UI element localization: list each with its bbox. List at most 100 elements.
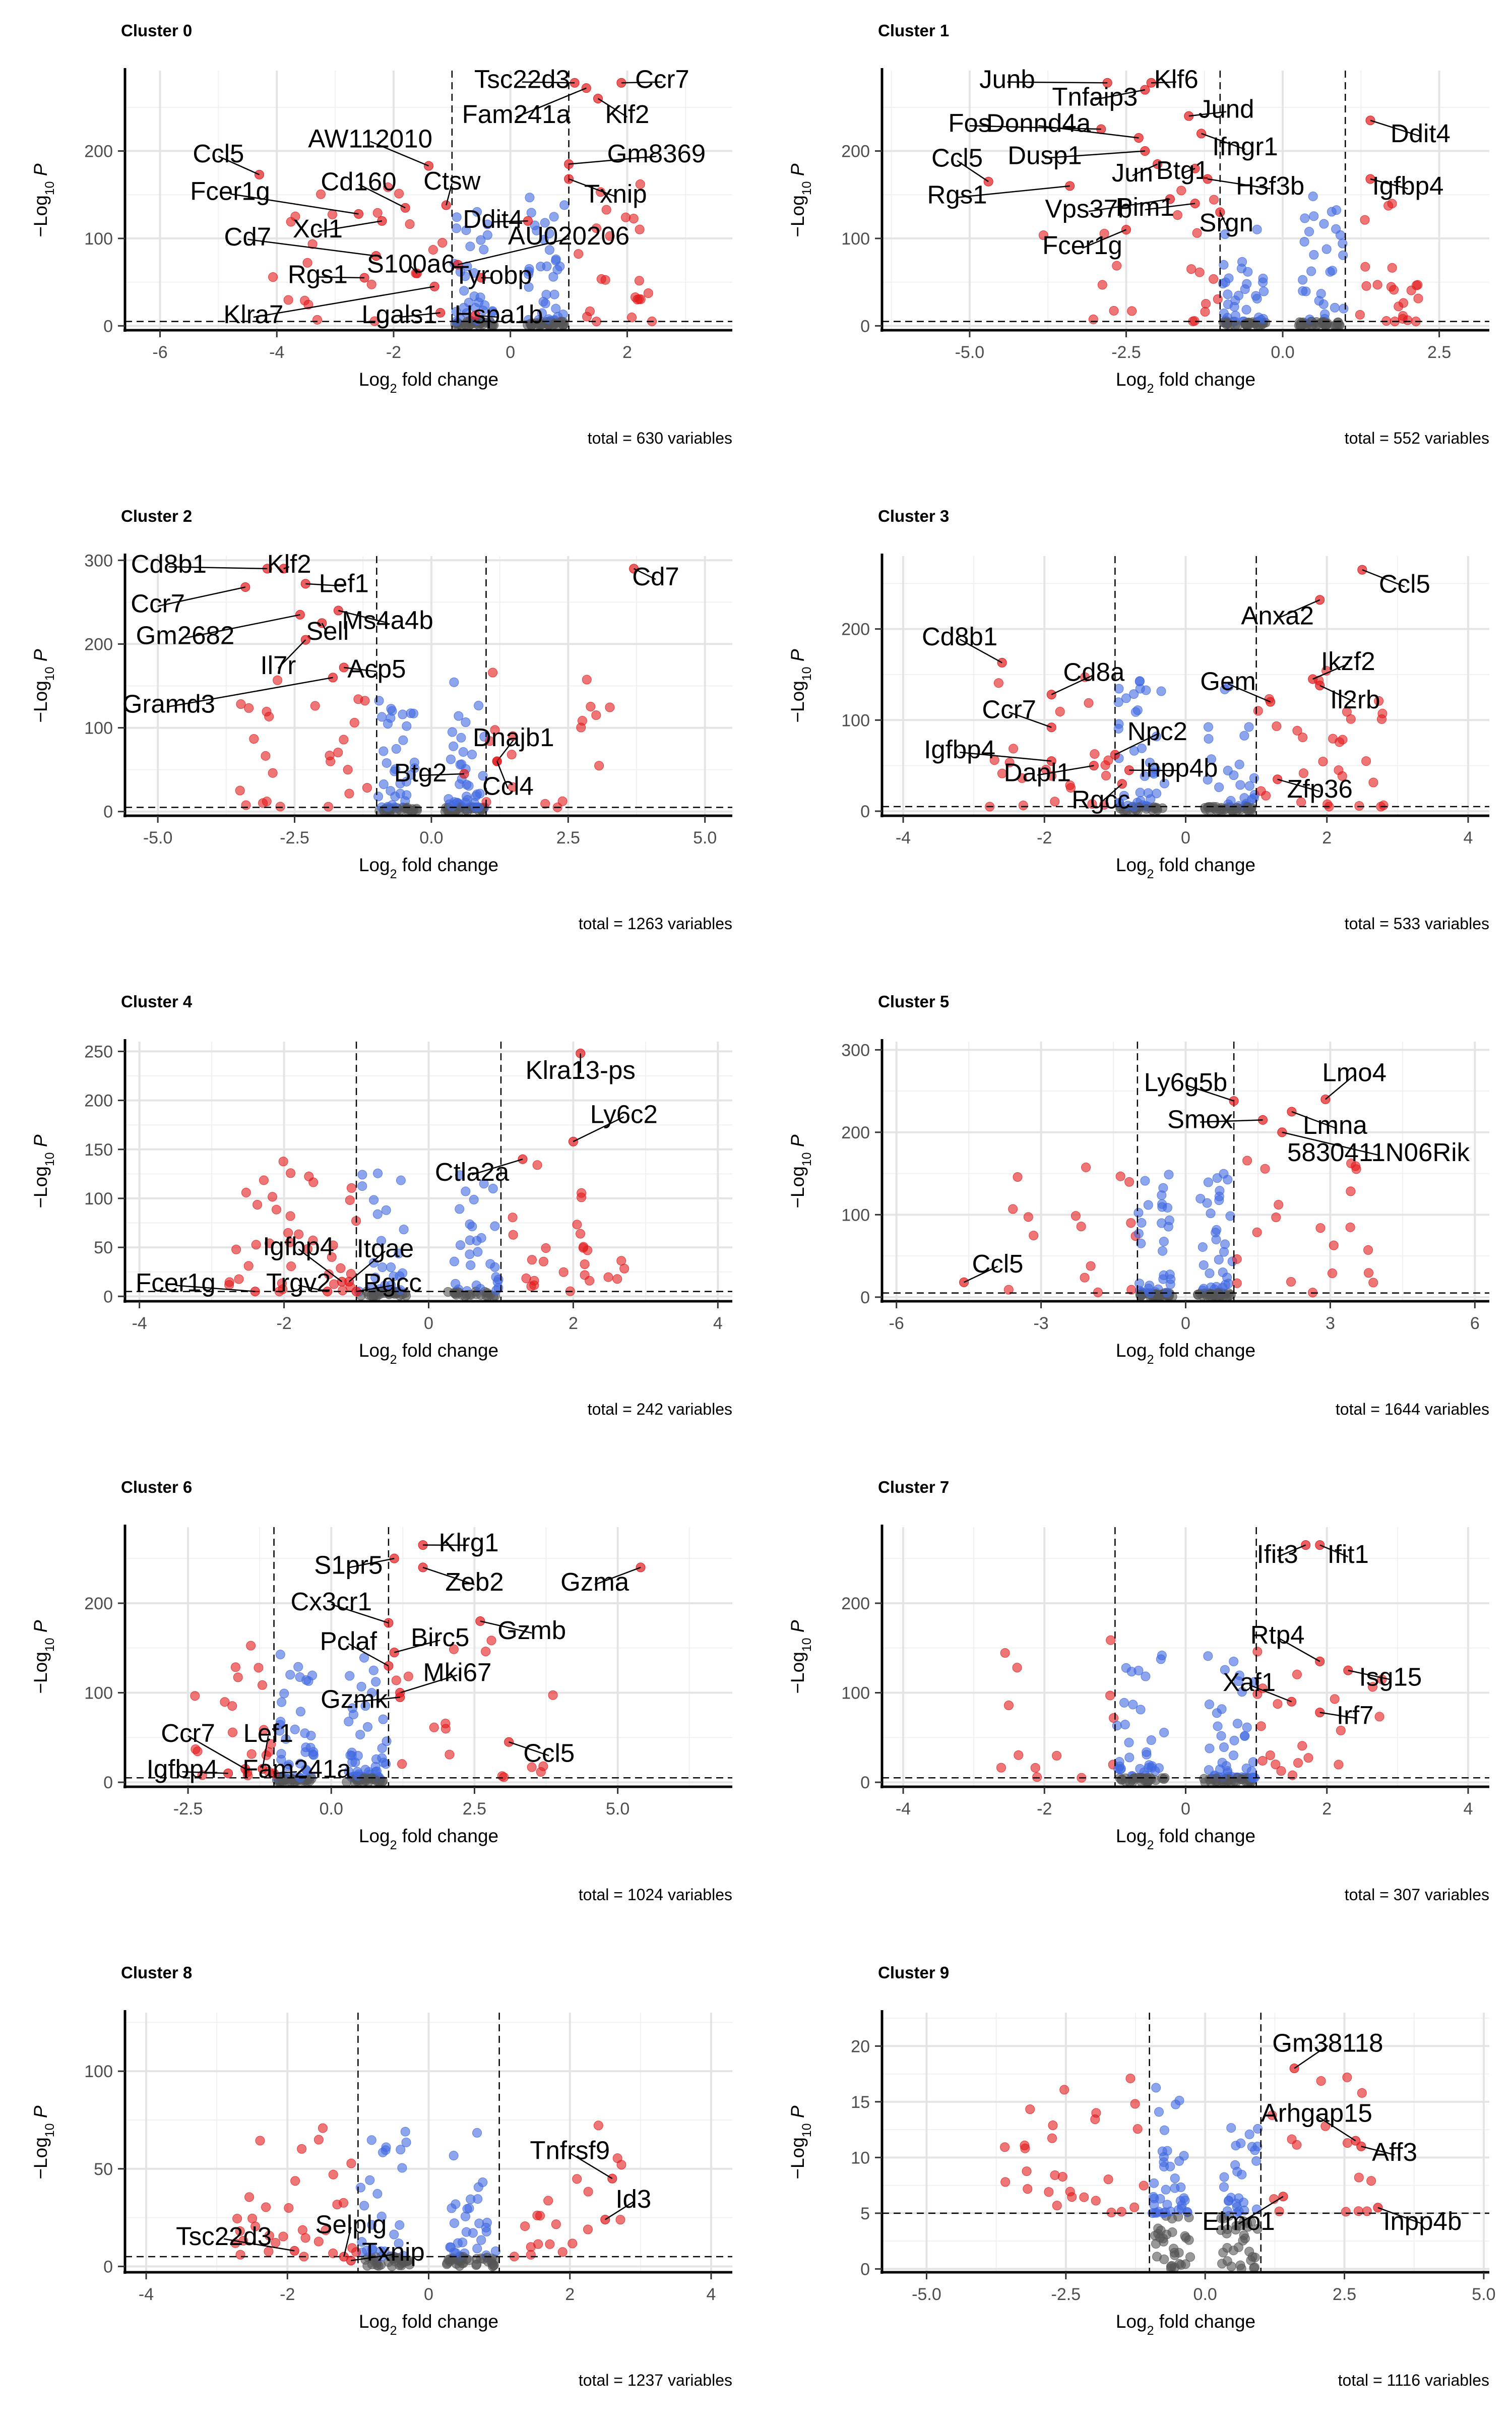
label-connector [969, 125, 1101, 130]
panel-title: Cluster 1 [878, 21, 949, 40]
scatter-point [259, 1175, 269, 1185]
x-tick-label: 0.0 [1193, 2285, 1217, 2304]
scatter-point [295, 1672, 305, 1682]
label-connector [370, 141, 429, 167]
scatter-point [1166, 2262, 1176, 2272]
y-tick-label: 200 [84, 1092, 113, 1111]
gene-label: Klrg1 [439, 1528, 499, 1557]
gene-label: Dnajb1 [473, 723, 554, 752]
scatter-point [324, 1269, 334, 1279]
scatter-point [1142, 1747, 1152, 1757]
gene-label: Npc2 [1127, 717, 1187, 746]
scatter-point [1220, 1280, 1230, 1290]
y-tick-label: 0 [103, 1287, 113, 1306]
scatter-point [1209, 195, 1219, 205]
scatter-point [1244, 781, 1254, 791]
scatter-point [1203, 1177, 1213, 1187]
total-variables-caption: total = 1024 variables [579, 1886, 732, 1904]
gene-label: Dapl1 [1004, 758, 1071, 786]
label-connector [348, 1643, 389, 1667]
label-connector [1207, 178, 1271, 190]
y-tick-label: 0 [860, 1288, 870, 1307]
scatter-point [1252, 2224, 1263, 2234]
label-connector [1249, 1684, 1292, 1703]
scatter-point [295, 1759, 305, 1769]
x-tick-label: 0 [424, 2285, 433, 2304]
scatter-point [1330, 321, 1340, 331]
scatter-point [1158, 1274, 1168, 1284]
label-connector [283, 566, 290, 570]
scatter-point [344, 789, 354, 799]
x-tick-label: 0.0 [419, 828, 443, 848]
scatter-point [537, 308, 547, 318]
scatter-point [394, 2238, 404, 2249]
scatter-point [1309, 211, 1319, 221]
total-variables-caption: total = 552 variables [1345, 429, 1489, 447]
scatter-point [1101, 770, 1111, 780]
y-tick-label: 250 [84, 1042, 113, 1061]
scatter-point [455, 1170, 465, 1180]
scatter-point [383, 182, 393, 192]
scatter-point [301, 1765, 311, 1775]
volcano-panel-0: Cluster 0 Tsc22d3 Ccr7 Fam241a Klf2 AW112010 C… [30, 21, 732, 447]
x-tick-label: 4 [713, 1314, 723, 1333]
x-tick-label: -5.0 [143, 828, 173, 848]
x-tick-label: -2 [386, 343, 401, 362]
scatter-point [1247, 2142, 1257, 2152]
scatter-point [524, 282, 534, 292]
scatter-point [365, 2175, 375, 2185]
label-connector [1277, 1637, 1320, 1662]
scatter-point [1052, 2201, 1062, 2211]
x-tick-label: 6 [1470, 1314, 1480, 1333]
scatter-point [262, 797, 272, 807]
scatter-point [345, 1750, 355, 1760]
label-connector [959, 638, 1002, 663]
gene-label: Ifit1 [1328, 1540, 1369, 1568]
x-tick-label: 2.5 [1427, 343, 1451, 362]
scatter-point [1314, 296, 1324, 306]
scatter-point [1065, 2187, 1075, 2197]
gene-label: Xcl1 [293, 214, 343, 243]
scatter-point [254, 1663, 264, 1673]
scatter-point [449, 2151, 459, 2161]
scatter-point [1413, 293, 1423, 304]
scatter-point [490, 725, 500, 735]
label-connector [569, 155, 657, 165]
x-tick-label: -4 [896, 1799, 911, 1819]
scatter-point [1223, 1175, 1233, 1185]
scatter-point [346, 2158, 356, 2168]
gene-label: Igfbp4 [263, 1232, 334, 1261]
y-tick-label: 200 [841, 1123, 870, 1142]
scatter-point [474, 701, 484, 711]
gene-label: AW112010 [308, 125, 432, 153]
scatter-point [481, 1647, 491, 1657]
scatter-point [1106, 1635, 1116, 1645]
label-connector [1361, 2146, 1395, 2156]
scatter-point [1253, 313, 1264, 323]
scatter-point [476, 235, 486, 245]
scatter-point [1132, 2124, 1143, 2134]
gene-label: Vps37b [1045, 194, 1132, 223]
gene-label: Tyrobp [454, 261, 532, 289]
scatter-point [449, 1644, 459, 1654]
scatter-point [1185, 2252, 1195, 2262]
scatter-point [1048, 2120, 1058, 2130]
scatter-point [1137, 743, 1147, 753]
scatter-point [1203, 1651, 1213, 1661]
x-axis-label: Log2 fold change [1116, 855, 1255, 881]
x-tick-label: -6 [889, 1314, 904, 1333]
label-connector [480, 1620, 532, 1634]
scatter-point [232, 2213, 242, 2223]
scatter-point [1253, 706, 1263, 716]
total-variables-caption: total = 1116 variables [1338, 2371, 1489, 2389]
scatter-point [1329, 1240, 1339, 1250]
scatter-point [479, 245, 489, 255]
scatter-point [552, 265, 562, 275]
scatter-point [634, 294, 644, 304]
scatter-point [1374, 696, 1384, 706]
gene-label: Pclaf [320, 1626, 377, 1655]
panel-title: Cluster 4 [121, 992, 193, 1011]
scatter-point [557, 2247, 568, 2257]
scatter-point [1236, 2138, 1246, 2148]
